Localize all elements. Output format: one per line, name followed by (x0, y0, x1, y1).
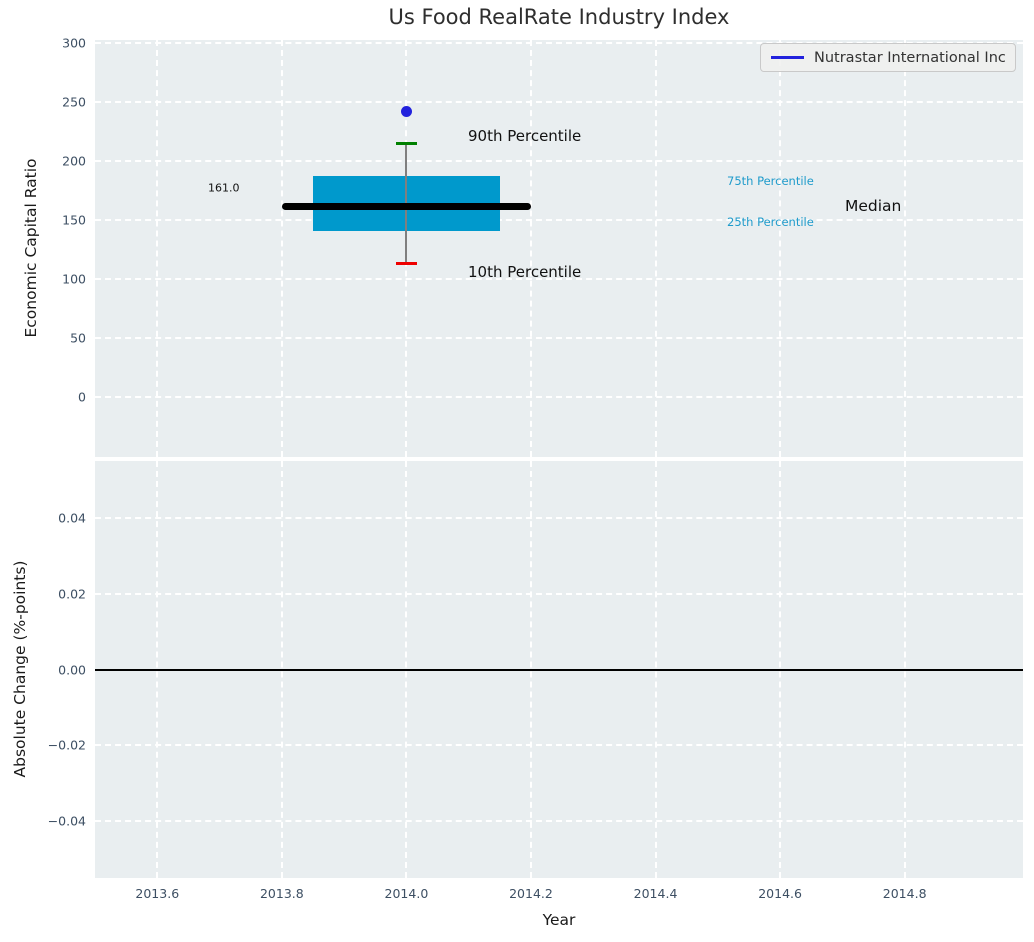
x-tick-label: 2013.8 (259, 886, 304, 901)
annotation-10th-percentile: 10th Percentile (468, 263, 582, 281)
x-tick-label: 2014.4 (633, 886, 678, 901)
h-gridline (95, 101, 1023, 104)
bottom-y-tick-label: 0.04 (58, 510, 86, 526)
top-y-tick-label: 200 (62, 153, 86, 169)
top-y-tick-label: 300 (62, 35, 86, 51)
bottom-y-tick-label: −0.04 (47, 813, 86, 829)
v-gridline (529, 40, 532, 457)
x-tick-label: 2014.8 (882, 886, 927, 901)
annotation-median: Median (845, 197, 902, 215)
bottom-y-tick-label: −0.02 (47, 737, 86, 753)
zero-line (95, 668, 1023, 671)
whisker-line (405, 143, 408, 264)
x-axis-label: Year (542, 911, 576, 929)
v-gridline (903, 40, 906, 457)
top-y-tick-label: 0 (78, 389, 86, 405)
legend-line-sample (771, 56, 804, 59)
top-axes-economic-capital-ratio: 90th Percentile 10th Percentile 75th Per… (95, 40, 1023, 457)
top-y-tick-label: 50 (70, 330, 86, 346)
h-gridline (95, 336, 1023, 339)
top-y-tick-label: 150 (62, 212, 86, 228)
x-tick-label: 2013.6 (135, 886, 180, 901)
median-line (281, 203, 531, 211)
top-y-tick-label: 250 (62, 94, 86, 110)
h-gridline (95, 395, 1023, 398)
bottom-y-tick-label: 0.02 (58, 586, 86, 602)
x-tick-label: 2014.2 (509, 886, 553, 901)
whisker-cap-90th (395, 141, 417, 145)
company-point-nutrastar (400, 105, 412, 117)
h-gridline (95, 42, 1023, 45)
h-gridline (95, 592, 1023, 595)
annotation-25th-percentile: 25th Percentile (727, 215, 814, 229)
legend: Nutrastar International Inc (760, 43, 1016, 72)
top-y-axis-label: Economic Capital Ratio (22, 158, 40, 338)
annotation-90th-percentile: 90th Percentile (468, 127, 582, 145)
annotation-75th-percentile: 75th Percentile (727, 174, 814, 188)
top-y-tick-label: 100 (62, 271, 86, 287)
h-gridline (95, 218, 1023, 221)
chart-title: Us Food RealRate Industry Index (388, 5, 730, 29)
bottom-y-tick-label: 0.00 (58, 662, 86, 677)
v-gridline (156, 40, 159, 457)
v-gridline (654, 40, 657, 457)
whisker-cap-10th (395, 262, 417, 266)
h-gridline (95, 159, 1023, 162)
x-tick-label: 2014.6 (758, 886, 802, 901)
v-gridline (280, 40, 283, 457)
h-gridline (95, 820, 1023, 823)
v-gridline (779, 40, 782, 457)
annotation-median-value: 161.0 (208, 181, 240, 195)
legend-label: Nutrastar International Inc (814, 49, 1006, 66)
h-gridline (95, 277, 1023, 280)
x-tick-label: 2014.0 (384, 886, 429, 901)
h-gridline (95, 516, 1023, 519)
h-gridline (95, 744, 1023, 747)
bottom-axes-absolute-change (95, 461, 1023, 878)
